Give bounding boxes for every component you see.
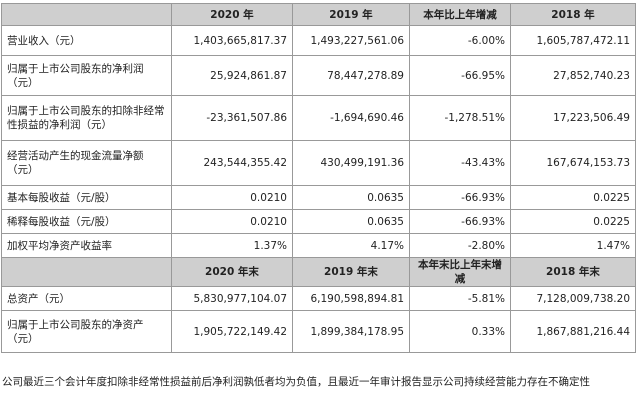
value-cell: 0.0210 (171, 209, 293, 234)
header-cell: 2019 年末 (292, 257, 410, 287)
value-cell: -1,278.51% (409, 95, 511, 141)
value-cell: 0.0225 (510, 209, 636, 234)
value-cell: 1.47% (510, 233, 636, 258)
value-cell: 5,830,977,104.07 (171, 286, 293, 311)
header-cell: 本年末比上年末增减 (409, 257, 511, 287)
footnote: 公司最近三个会计年度扣除非经常性损益前后净利润孰低者均为负值，且最近一年审计报告… (2, 376, 590, 388)
table-row: 总资产（元） 5,830,977,104.07 6,190,598,894.81… (1, 286, 636, 311)
header-cell: 2020 年末 (171, 257, 293, 287)
table-row: 归属于上市公司股东的净利润（元） 25,924,861.87 78,447,27… (1, 55, 636, 96)
value-cell: 0.0225 (510, 185, 636, 210)
header-cell: 本年比上年增减 (409, 3, 511, 26)
value-cell: 1,493,227,561.06 (292, 25, 410, 56)
value-cell: 0.33% (409, 310, 511, 353)
financial-summary-table: 2020 年 2019 年 本年比上年增减 2018 年 营业收入（元） 1,4… (1, 3, 636, 353)
value-cell: 17,223,506.49 (510, 95, 636, 141)
header-cell (1, 257, 172, 287)
value-cell: -66.95% (409, 55, 511, 96)
header-cell: 2020 年 (171, 3, 293, 26)
table-row: 加权平均净资产收益率 1.37% 4.17% -2.80% 1.47% (1, 233, 636, 258)
table-row: 稀释每股收益（元/股） 0.0210 0.0635 -66.93% 0.0225 (1, 209, 636, 234)
header-cell: 2019 年 (292, 3, 410, 26)
value-cell: 167,674,153.73 (510, 140, 636, 186)
value-cell: 0.0210 (171, 185, 293, 210)
value-cell: -5.81% (409, 286, 511, 311)
table-row: 基本每股收益（元/股） 0.0210 0.0635 -66.93% 0.0225 (1, 185, 636, 210)
row-label: 归属于上市公司股东的净资产（元） (1, 310, 172, 353)
value-cell: 0.0635 (292, 185, 410, 210)
table-row: 归属于上市公司股东的扣除非经常性损益的净利润（元） -23,361,507.86… (1, 95, 636, 141)
table-header-row: 2020 年末 2019 年末 本年末比上年末增减 2018 年末 (1, 257, 636, 287)
value-cell: 6,190,598,894.81 (292, 286, 410, 311)
value-cell: 1,905,722,149.42 (171, 310, 293, 353)
header-cell: 2018 年 (510, 3, 636, 26)
value-cell: 1,605,787,472.11 (510, 25, 636, 56)
row-label: 经营活动产生的现金流量净额（元） (1, 140, 172, 186)
header-cell: 2018 年末 (510, 257, 636, 287)
value-cell: 7,128,009,738.20 (510, 286, 636, 311)
value-cell: -66.93% (409, 185, 511, 210)
value-cell: 430,499,191.36 (292, 140, 410, 186)
value-cell: 1,867,881,216.44 (510, 310, 636, 353)
table-row: 经营活动产生的现金流量净额（元） 243,544,355.42 430,499,… (1, 140, 636, 186)
table-row: 营业收入（元） 1,403,665,817.37 1,493,227,561.0… (1, 25, 636, 56)
table-row: 归属于上市公司股东的净资产（元） 1,905,722,149.42 1,899,… (1, 310, 636, 353)
row-label: 总资产（元） (1, 286, 172, 311)
value-cell: 78,447,278.89 (292, 55, 410, 96)
value-cell: 25,924,861.87 (171, 55, 293, 96)
value-cell: -23,361,507.86 (171, 95, 293, 141)
value-cell: 1.37% (171, 233, 293, 258)
value-cell: -66.93% (409, 209, 511, 234)
row-label: 归属于上市公司股东的净利润（元） (1, 55, 172, 96)
table-header-row: 2020 年 2019 年 本年比上年增减 2018 年 (1, 3, 636, 26)
row-label: 基本每股收益（元/股） (1, 185, 172, 210)
value-cell: 1,899,384,178.95 (292, 310, 410, 353)
value-cell: 27,852,740.23 (510, 55, 636, 96)
value-cell: 4.17% (292, 233, 410, 258)
row-label: 归属于上市公司股东的扣除非经常性损益的净利润（元） (1, 95, 172, 141)
value-cell: 1,403,665,817.37 (171, 25, 293, 56)
header-cell (1, 3, 172, 26)
value-cell: -1,694,690.46 (292, 95, 410, 141)
value-cell: -2.80% (409, 233, 511, 258)
row-label: 加权平均净资产收益率 (1, 233, 172, 258)
value-cell: 243,544,355.42 (171, 140, 293, 186)
value-cell: -43.43% (409, 140, 511, 186)
row-label: 营业收入（元） (1, 25, 172, 56)
row-label: 稀释每股收益（元/股） (1, 209, 172, 234)
value-cell: 0.0635 (292, 209, 410, 234)
value-cell: -6.00% (409, 25, 511, 56)
